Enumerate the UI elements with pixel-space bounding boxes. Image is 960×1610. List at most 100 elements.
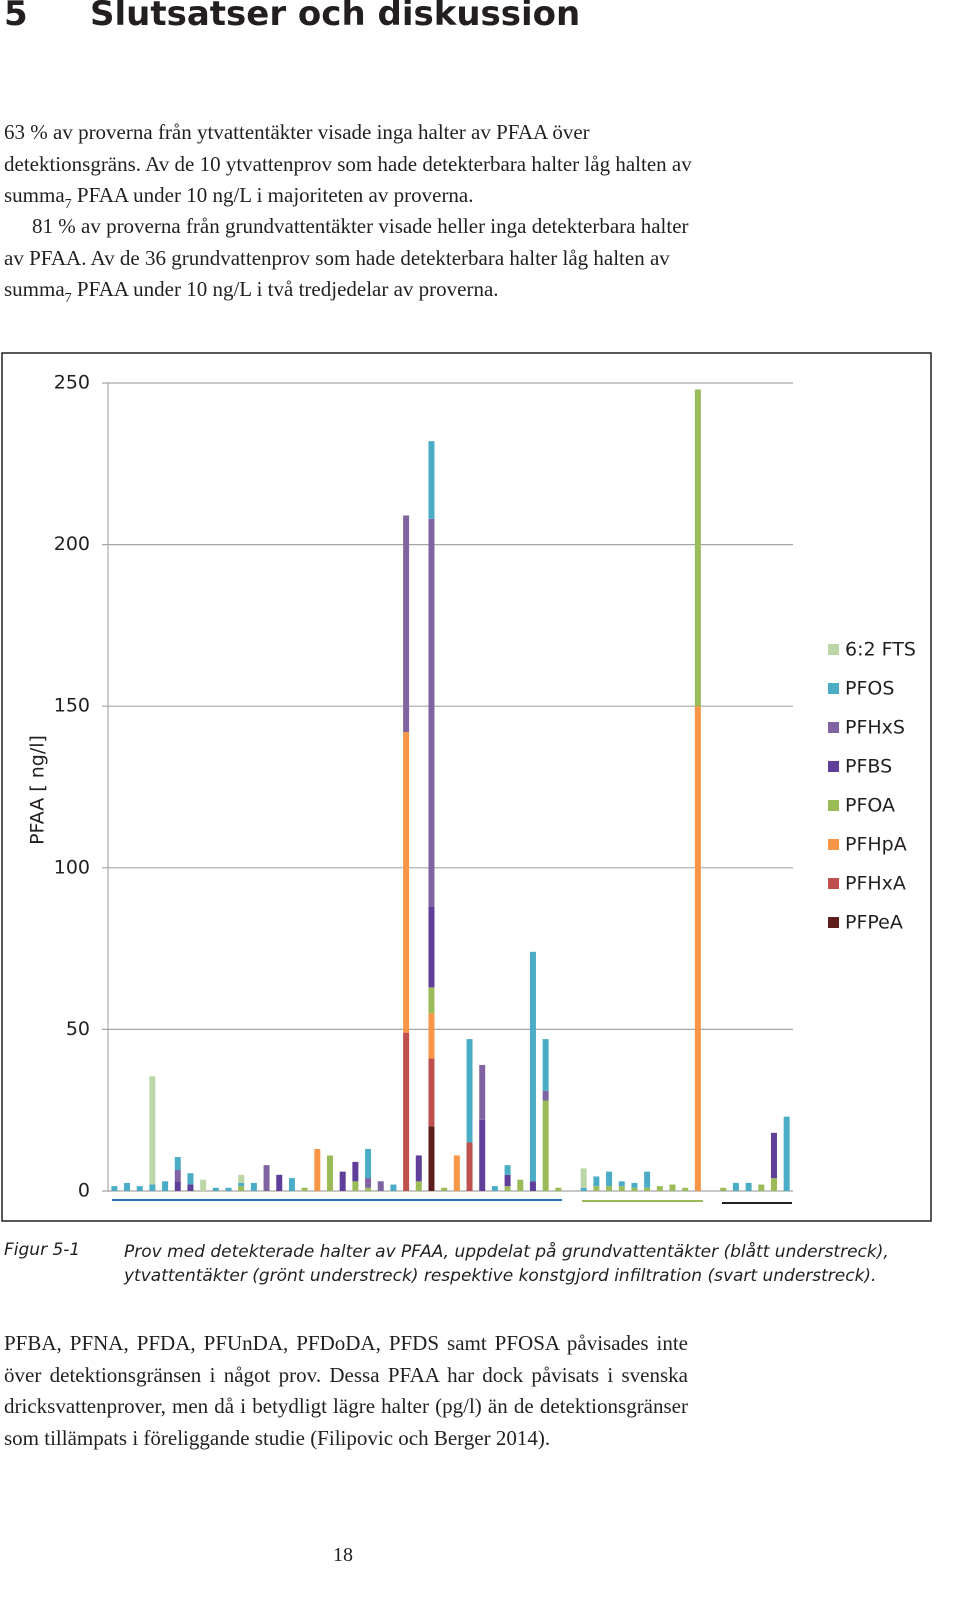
bar-segment — [504, 1165, 511, 1175]
text: PFBA, PFNA, PFDA, PFUnDA, PFDoDA, PFDS s… — [4, 1331, 688, 1450]
paragraph: 63 % av proverna från ytvattentäkter vis… — [4, 117, 694, 212]
bar-segment — [365, 1148, 372, 1179]
bar-segment — [682, 1187, 689, 1191]
bar-segment — [288, 1178, 295, 1191]
bar-segment — [174, 1181, 181, 1191]
paragraph: PFBA, PFNA, PFDA, PFUnDA, PFDoDA, PFDS s… — [4, 1328, 688, 1454]
bar-segment — [365, 1187, 372, 1191]
heading-number: 5 — [4, 0, 28, 34]
bar-segment — [669, 1184, 676, 1191]
bar-segment — [263, 1165, 270, 1191]
bar-segment — [415, 1181, 422, 1191]
bar-segment — [745, 1182, 752, 1191]
bar-segment — [301, 1187, 308, 1191]
legend-swatch — [828, 761, 839, 772]
text: PFAA under 10 ng/L i majoriteten av prov… — [71, 183, 474, 207]
bar-segment — [428, 1013, 435, 1059]
legend-label: PFHxS — [845, 717, 905, 739]
bar-segment — [174, 1169, 181, 1182]
bar-segment — [644, 1171, 651, 1188]
bar-segment — [479, 1064, 486, 1120]
bar-segment — [200, 1179, 207, 1191]
bar-segment — [428, 987, 435, 1014]
bar-segment — [618, 1186, 625, 1191]
bar-segment — [732, 1182, 739, 1191]
legend-label: PFPeA — [845, 912, 903, 934]
bar-segment — [631, 1187, 638, 1191]
subscript: 7 — [64, 197, 72, 212]
bar-segment — [770, 1132, 777, 1179]
bar-segment — [504, 1186, 511, 1191]
legend-label: PFOS — [845, 678, 894, 700]
y-tick-label: 200 — [54, 533, 90, 555]
bar-segment — [428, 1126, 435, 1191]
bar-segment — [694, 706, 701, 1191]
bar-segment — [580, 1187, 587, 1191]
chart-frame — [1, 352, 932, 1222]
bar-segment — [428, 1058, 435, 1127]
bar-segment — [390, 1184, 397, 1191]
paragraph: 81 % av proverna från grundvattentäkter … — [4, 211, 694, 306]
bar-segment — [403, 515, 410, 733]
bar-segment — [618, 1181, 625, 1187]
bar-segment — [149, 1184, 156, 1191]
bar-segment — [529, 1181, 536, 1191]
bar-segment — [453, 1155, 460, 1191]
legend-label: PFOA — [845, 795, 895, 817]
legend-swatch — [828, 878, 839, 889]
legend-swatch — [828, 722, 839, 733]
bar-segment — [720, 1187, 727, 1191]
bar-segment — [555, 1187, 562, 1191]
legend-label: PFHpA — [845, 834, 907, 856]
bar-segment — [149, 1076, 156, 1185]
bar-segment — [162, 1181, 169, 1191]
bar-segment — [428, 906, 435, 988]
bar-segment — [238, 1182, 245, 1187]
bar-segment — [504, 1174, 511, 1187]
bar-segment — [783, 1116, 790, 1191]
bar-segment — [339, 1171, 346, 1191]
bar-segment — [403, 732, 410, 1033]
bar-segment — [174, 1157, 181, 1170]
text: 81 % av proverna från grundvattentäkter … — [4, 214, 689, 301]
bar-segment — [644, 1187, 651, 1191]
y-tick-label: 150 — [54, 695, 90, 717]
bar-segment — [225, 1187, 232, 1191]
bar-segment — [542, 1090, 549, 1101]
legend-label: 6:2 FTS — [845, 639, 916, 661]
bar-segment — [542, 1100, 549, 1191]
bar-segment — [415, 1155, 422, 1182]
bar-segment — [656, 1186, 663, 1191]
bar-segment — [187, 1173, 194, 1185]
bar-segment — [593, 1176, 600, 1187]
heading-title: Slutsatser och diskussion — [90, 0, 581, 34]
subscript: 7 — [64, 291, 72, 306]
bar-segment — [238, 1174, 245, 1183]
bar-segment — [529, 951, 536, 1182]
caption-label: Figur 5-1 — [4, 1240, 81, 1260]
bar-segment — [606, 1186, 613, 1191]
legend-swatch — [828, 917, 839, 928]
bar-segment — [212, 1187, 219, 1191]
bar-segment — [238, 1186, 245, 1191]
bar-segment — [403, 1032, 410, 1191]
page-number: 18 — [333, 1544, 353, 1566]
bar-segment — [428, 518, 435, 907]
y-tick-label: 50 — [66, 1018, 90, 1040]
bar-segment — [606, 1171, 613, 1187]
text: 63 % av proverna från ytvattentäkter vis… — [4, 120, 692, 207]
bar-segment — [136, 1186, 143, 1191]
y-axis-label: PFAA [ ng/l] — [27, 735, 49, 845]
bar-segment — [428, 441, 435, 519]
bar-segment — [250, 1182, 257, 1191]
bar-segment — [631, 1182, 638, 1188]
bar-segment — [758, 1184, 765, 1191]
bar-segment — [580, 1168, 587, 1188]
bar-segment — [187, 1184, 194, 1191]
bar-segment — [479, 1119, 486, 1191]
y-tick-label: 250 — [54, 372, 90, 394]
bar-segment — [593, 1186, 600, 1191]
bar-segment — [365, 1178, 372, 1188]
bar-segment — [491, 1186, 498, 1191]
bar-segment — [694, 389, 701, 707]
